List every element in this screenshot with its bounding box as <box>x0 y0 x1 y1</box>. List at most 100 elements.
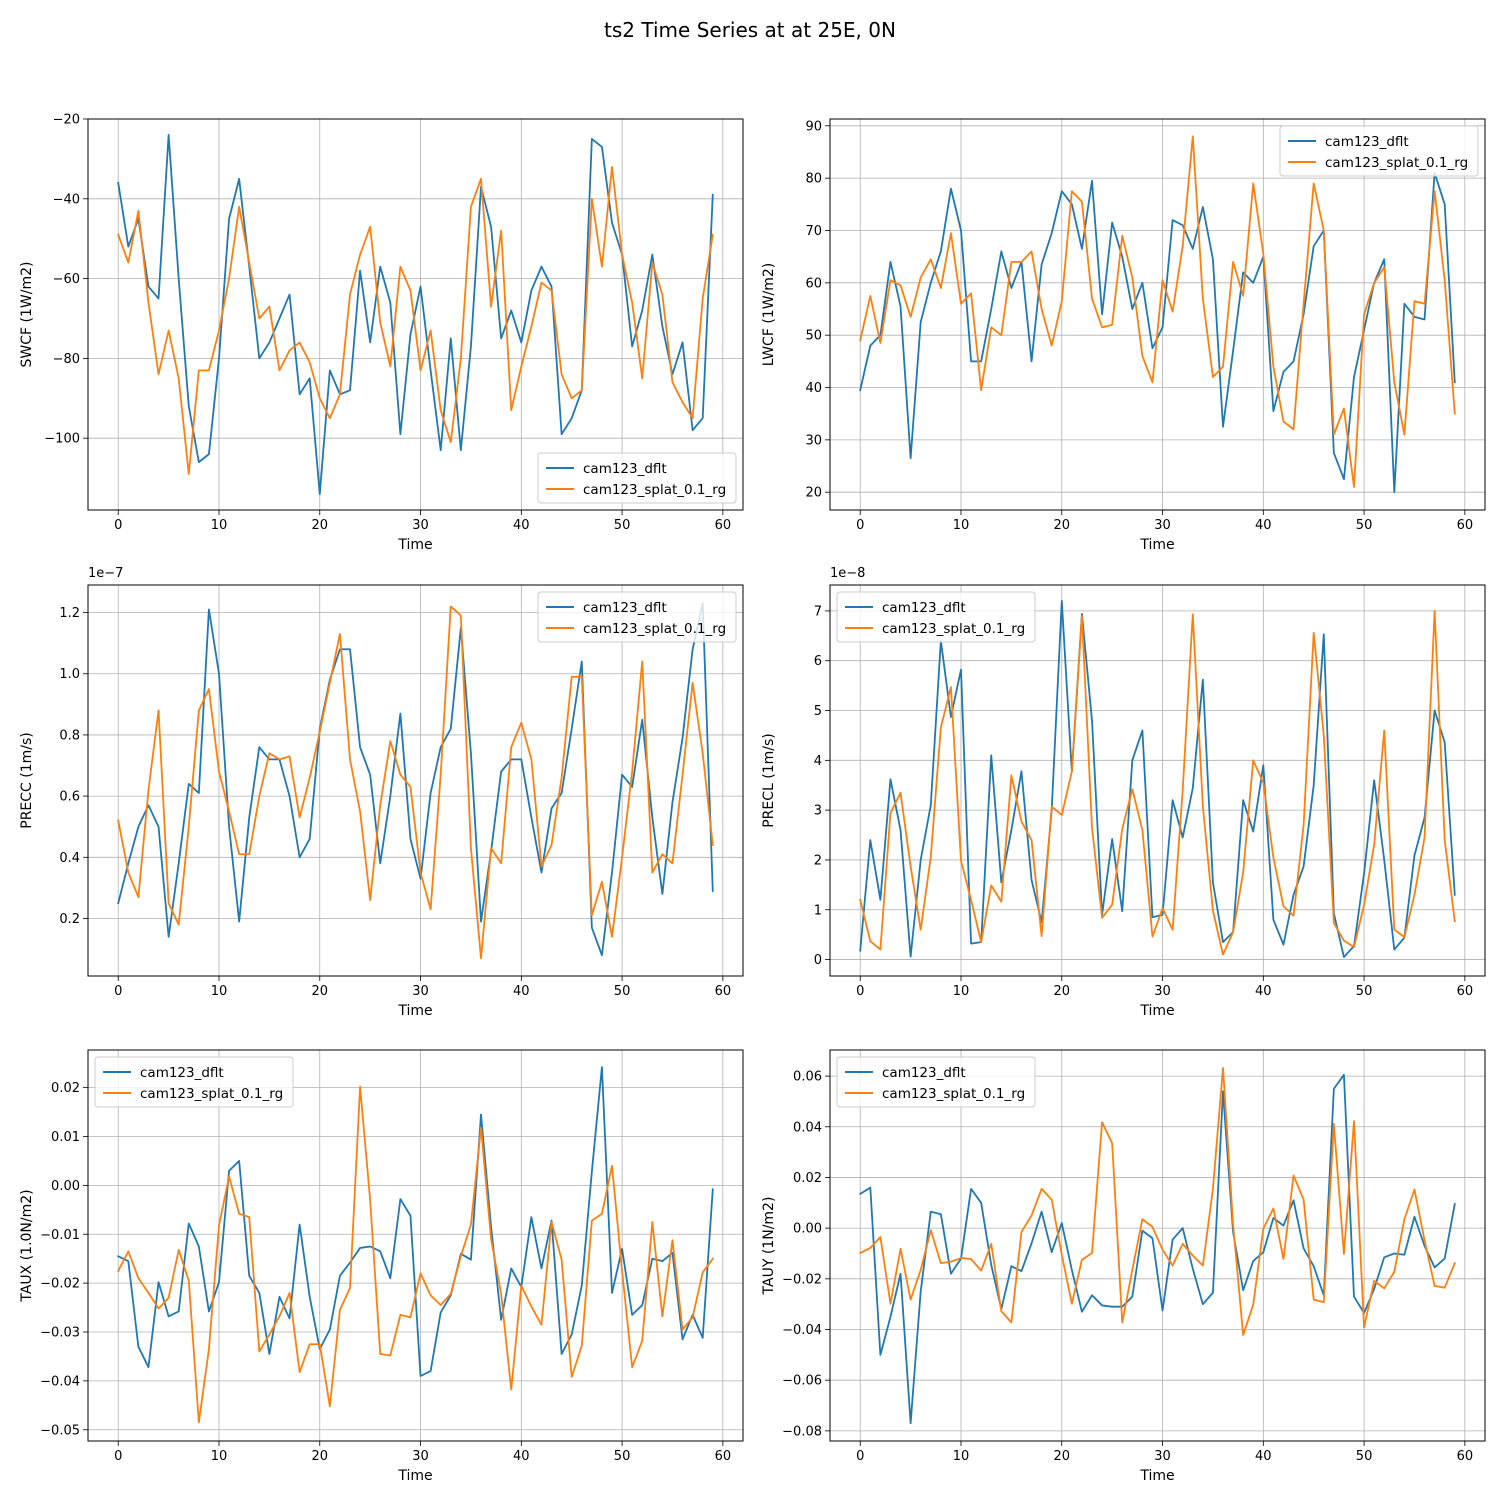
x-tick-label: 60 <box>715 984 732 999</box>
x-tick-label: 60 <box>1457 1449 1474 1464</box>
plot-frame <box>87 584 744 977</box>
y-axis-label: TAUX (1.0N/m2) <box>19 1189 35 1302</box>
series-line-cam123_dflt <box>858 1073 1456 1425</box>
x-tick-label: 0 <box>856 1449 864 1464</box>
series-group <box>117 602 714 960</box>
x-axis-label: Time <box>1139 537 1174 553</box>
legend-label: cam123_splat_0.1_rg <box>583 621 726 637</box>
y-axis-label: SWCF (1W/m2) <box>19 262 35 368</box>
x-tick-label: 10 <box>211 984 228 999</box>
legend-label: cam123_splat_0.1_rg <box>882 1086 1025 1102</box>
y-tick-label: 0.01 <box>51 1130 80 1145</box>
y-tick-label: −0.02 <box>782 1272 822 1287</box>
y-tick-label: 0 <box>814 953 822 968</box>
axis-offset-text: 1e−7 <box>88 566 123 581</box>
x-tick-label: 30 <box>412 518 429 533</box>
series-line-cam123_splat_0.1_rg <box>859 135 1456 488</box>
y-tick-label: 4 <box>814 754 822 769</box>
x-tick-label: 10 <box>953 984 970 999</box>
x-axis-label: Time <box>1139 1003 1174 1019</box>
x-axis-label: Time <box>397 537 432 553</box>
x-tick-label: 60 <box>715 518 732 533</box>
x-axis-label: Time <box>1139 1468 1174 1484</box>
x-tick-label: 40 <box>1255 1449 1272 1464</box>
y-tick-label: 5 <box>814 704 822 719</box>
y-tick-label: 50 <box>805 329 822 344</box>
axis-offset-text: 1e−8 <box>830 566 865 581</box>
plot-frame <box>829 1049 1486 1442</box>
x-tick-label: 0 <box>856 984 864 999</box>
x-tick-label: 40 <box>513 984 530 999</box>
series-line-cam123_dflt <box>117 134 714 495</box>
legend-label: cam123_dflt <box>882 600 966 616</box>
y-tick-label: 1 <box>814 903 822 918</box>
series-line-cam123_splat_0.1_rg <box>117 1085 715 1424</box>
y-tick-label: −40 <box>53 192 80 207</box>
chart-panel-tauy: 0 10 20 30 40 50 60 −0.08 −0.06 −0.04 −0.02 0.00 0.0… <box>761 1049 1486 1484</box>
y-tick-label: 0.02 <box>51 1081 80 1096</box>
x-tick-label: 50 <box>1356 984 1373 999</box>
series-line-cam123_splat_0.1_rg <box>859 610 1456 956</box>
legend: cam123_dflt cam123_splat_0.1_rg <box>537 591 737 643</box>
y-tick-label: 0.4 <box>59 851 80 866</box>
y-tick-label: 30 <box>805 433 822 448</box>
y-tick-label: 7 <box>814 604 822 619</box>
legend-box <box>1279 125 1479 177</box>
y-tick-label: 0.02 <box>793 1171 822 1186</box>
y-tick-label: −0.02 <box>40 1277 80 1292</box>
legend-box <box>537 452 737 504</box>
x-tick-label: 0 <box>114 518 122 533</box>
x-tick-label: 10 <box>953 1449 970 1464</box>
legend-box <box>537 591 737 643</box>
legend: cam123_dflt cam123_splat_0.1_rg <box>537 452 737 504</box>
plot-frame <box>829 118 1486 511</box>
y-tick-label: 0.2 <box>59 912 80 927</box>
series-group <box>859 135 1456 494</box>
y-tick-label: 0.06 <box>793 1070 822 1085</box>
legend-label: cam123_splat_0.1_rg <box>583 482 726 498</box>
y-axis-label: PRECL (1m/s) <box>761 733 777 828</box>
y-tick-label: 2 <box>814 853 822 868</box>
plot-frame <box>87 1049 744 1442</box>
y-tick-label: 0.04 <box>793 1120 822 1135</box>
y-tick-label: −60 <box>53 272 80 287</box>
legend: cam123_dflt cam123_splat_0.1_rg <box>836 1056 1036 1108</box>
x-tick-label: 50 <box>1356 1449 1373 1464</box>
chart-panel-swcf: 0 10 20 30 40 50 60 −100 −80 −60 −40 −20 Time SWCF (1… <box>19 113 744 553</box>
x-tick-label: 10 <box>953 518 970 533</box>
y-tick-label: −0.04 <box>782 1323 822 1338</box>
y-tick-label: 0.6 <box>59 790 80 805</box>
series-line-cam123_dflt <box>117 602 714 957</box>
x-tick-label: 20 <box>1053 518 1070 533</box>
y-tick-label: 90 <box>805 119 822 134</box>
y-axis-label: PRECC (1m/s) <box>19 732 35 829</box>
x-tick-label: 20 <box>311 1449 328 1464</box>
x-tick-label: 40 <box>513 1449 530 1464</box>
chart-panel-lwcf: 0 10 20 30 40 50 60 20 30 40 50 60 70 80 90 Time LWCF (1… <box>761 118 1486 553</box>
legend: cam123_dflt cam123_splat_0.1_rg <box>94 1056 294 1108</box>
legend-label: cam123_splat_0.1_rg <box>140 1086 283 1102</box>
y-tick-label: 1.2 <box>59 606 80 621</box>
y-tick-label: 6 <box>814 654 822 669</box>
x-tick-label: 40 <box>1255 984 1272 999</box>
y-tick-label: 1.0 <box>59 667 80 682</box>
y-axis-label: LWCF (1W/m2) <box>761 263 777 367</box>
y-tick-label: −0.03 <box>40 1326 80 1341</box>
x-axis-label: Time <box>397 1468 432 1484</box>
series-group <box>117 134 714 495</box>
y-tick-label: 80 <box>805 172 822 187</box>
plot-frame <box>829 584 1486 977</box>
x-tick-label: 30 <box>1154 518 1171 533</box>
x-tick-label: 50 <box>614 1449 631 1464</box>
figure-title: ts2 Time Series at at 25E, 0N <box>604 18 896 42</box>
y-tick-label: 20 <box>805 486 822 501</box>
legend: cam123_dflt cam123_splat_0.1_rg <box>836 591 1036 643</box>
x-tick-label: 40 <box>513 518 530 533</box>
series-group <box>858 1067 1456 1425</box>
y-tick-label: −0.01 <box>40 1228 80 1243</box>
plot-frame <box>87 118 744 511</box>
y-axis-label: TAUY (1N/m2) <box>761 1197 777 1296</box>
x-tick-label: 60 <box>1457 518 1474 533</box>
legend-box <box>836 1056 1036 1108</box>
